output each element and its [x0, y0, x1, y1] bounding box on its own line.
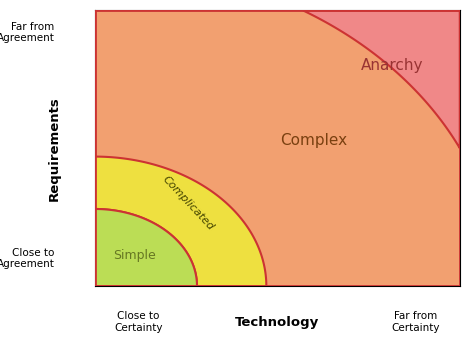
- Polygon shape: [303, 10, 460, 148]
- Text: Close to
Certainty: Close to Certainty: [114, 311, 163, 333]
- Text: Anarchy: Anarchy: [361, 58, 423, 73]
- Text: Requirements: Requirements: [48, 96, 61, 201]
- Text: Simple: Simple: [114, 249, 156, 262]
- Polygon shape: [95, 209, 197, 286]
- Text: Far from
Agreement: Far from Agreement: [0, 22, 55, 43]
- Text: Complicated: Complicated: [160, 174, 216, 232]
- Text: Far from
Certainty: Far from Certainty: [392, 311, 440, 333]
- Text: Technology: Technology: [235, 315, 319, 328]
- Text: Complex: Complex: [280, 133, 347, 148]
- Text: Close to
Agreement: Close to Agreement: [0, 248, 55, 269]
- Polygon shape: [95, 157, 266, 286]
